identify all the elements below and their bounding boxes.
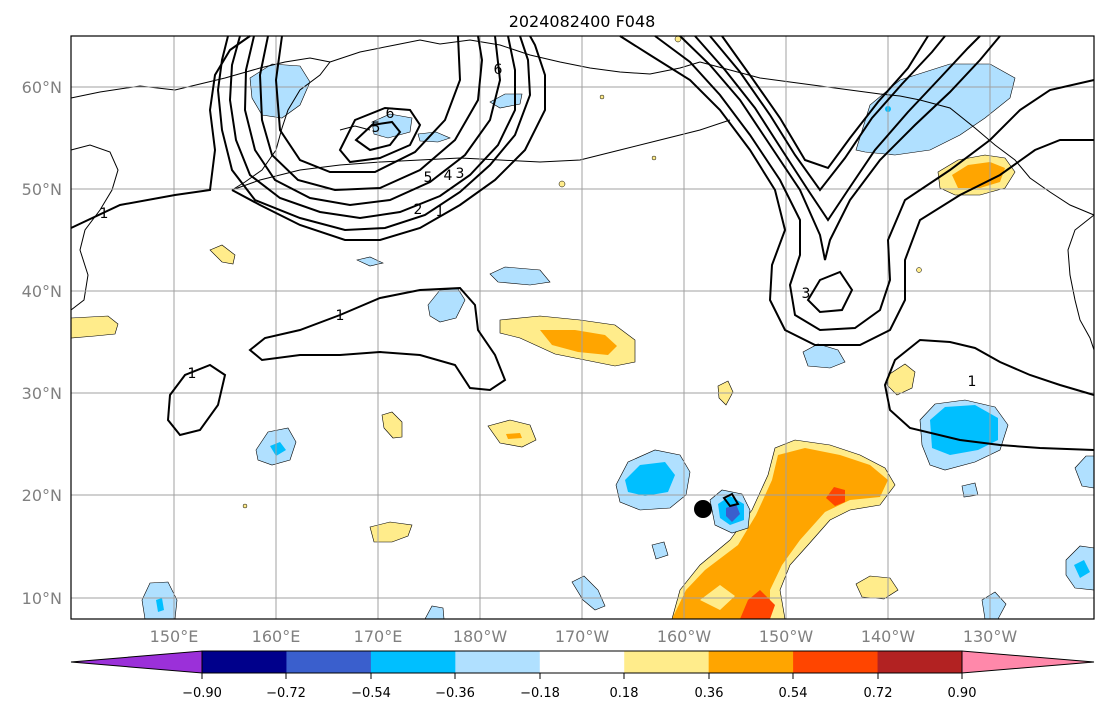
colorbar-tick-label: 0.36 — [695, 686, 724, 701]
contour-label: 5 — [424, 170, 433, 186]
contour-label: 5 — [372, 120, 381, 136]
contour-label: 2 — [414, 202, 423, 218]
colorbar-segment — [624, 651, 710, 673]
lat-label: 60°N — [22, 78, 62, 97]
colorbar: −0.90 −0.72 −0.54 −0.36 −0.18 0.18 0.36 … — [70, 650, 1095, 701]
colorbar-segment — [370, 651, 456, 673]
colorbar-segment — [793, 651, 879, 673]
colorbar-segment — [202, 651, 287, 673]
longitude-labels: 150°E 160°E 170°E 180°W 170°W 160°W 150°… — [150, 627, 1018, 646]
location-marker — [694, 500, 712, 518]
colorbar-segment — [877, 651, 963, 673]
colorbar-tick-label: 0.54 — [779, 686, 808, 701]
contour-label: 1 — [336, 308, 345, 324]
colorbar-tick-label: 0.72 — [864, 686, 893, 701]
contour-label: 1 — [100, 206, 109, 222]
latitude-labels: 60°N 50°N 40°N 30°N 20°N 10°N — [22, 78, 62, 608]
contour-label: 6 — [494, 62, 503, 78]
colorbar-extend-max — [961, 650, 1095, 674]
contour-labels: 1 1 1 1 1 2 3 4 5 6 6 5 3 — [100, 62, 977, 390]
colorbar-tick-label: 0.18 — [610, 686, 639, 701]
contour-label: 1 — [188, 366, 197, 382]
lon-label: 160°E — [252, 627, 301, 646]
lat-label: 30°N — [22, 384, 62, 403]
map-title: 2024082400 F048 — [509, 12, 656, 31]
lon-label: 180°W — [453, 627, 508, 646]
colorbar-segment — [708, 651, 794, 673]
lat-label: 20°N — [22, 486, 62, 505]
contour-label: 1 — [436, 204, 445, 220]
graticule — [71, 36, 1094, 619]
positive-anomaly-shading — [70, 35, 1016, 620]
coastlines — [70, 39, 1095, 351]
colorbar-tick-label: −0.18 — [520, 686, 560, 701]
colorbar-segment — [539, 651, 625, 673]
lon-label: 150°E — [150, 627, 199, 646]
contour-lines — [70, 35, 1095, 508]
colorbar-tick-labels: −0.90 −0.72 −0.54 −0.36 −0.18 0.18 0.36 … — [182, 686, 976, 701]
lon-label: 130°W — [963, 627, 1018, 646]
map-frame — [70, 35, 1095, 620]
lon-label: 140°W — [861, 627, 916, 646]
colorbar-tick-label: −0.72 — [266, 686, 306, 701]
contour-label: 4 — [444, 168, 453, 184]
colorbar-tick-label: −0.54 — [351, 686, 391, 701]
colorbar-frame — [201, 650, 963, 674]
colorbar-extend-min — [70, 650, 203, 674]
lat-label: 50°N — [22, 180, 62, 199]
contour-label: 3 — [456, 166, 465, 182]
colorbar-segment — [286, 651, 372, 673]
colorbar-segments — [70, 650, 1095, 674]
lat-label: 10°N — [22, 589, 62, 608]
colorbar-tick-label: −0.36 — [435, 686, 475, 701]
colorbar-tick-label: −0.90 — [182, 686, 222, 701]
contour-label: 1 — [968, 374, 977, 390]
map-panel: 1 1 1 1 1 2 3 4 5 6 6 5 3 — [70, 35, 1095, 620]
contour-label: 6 — [386, 106, 395, 122]
lon-label: 170°W — [555, 627, 610, 646]
contour-label: 3 — [802, 286, 811, 302]
colorbar-tick-label: 0.90 — [948, 686, 977, 701]
lon-label: 170°E — [354, 627, 403, 646]
lon-label: 160°W — [657, 627, 712, 646]
colorbar-segment — [455, 651, 541, 673]
lat-label: 40°N — [22, 282, 62, 301]
colorbar-ticks — [201, 673, 963, 679]
lon-label: 150°W — [759, 627, 814, 646]
